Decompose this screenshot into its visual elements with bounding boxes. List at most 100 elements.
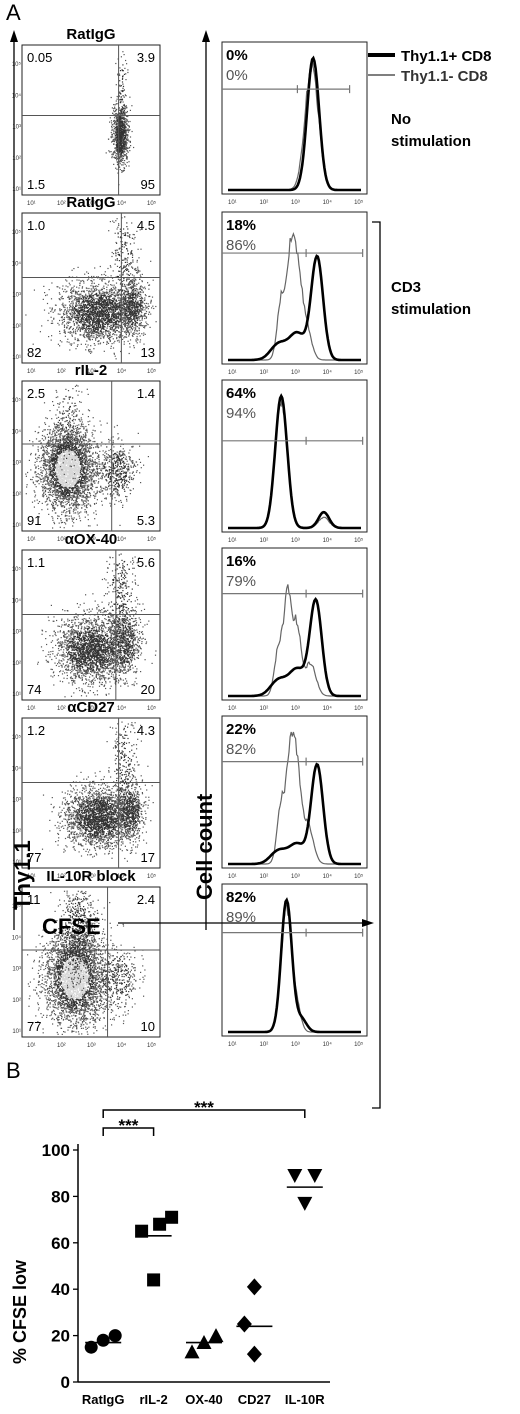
dot-point xyxy=(74,308,75,309)
dot-point xyxy=(140,292,141,293)
dot-point xyxy=(109,320,110,321)
dot-point xyxy=(110,265,111,266)
dot-point xyxy=(45,437,46,438)
dot-point xyxy=(115,264,116,265)
panel-label-b: B xyxy=(6,1058,21,1083)
dot-point xyxy=(132,336,133,337)
dot-point xyxy=(97,312,98,313)
dot-point xyxy=(85,344,86,345)
dot-point xyxy=(112,127,113,128)
dot-point xyxy=(114,299,115,300)
dot-point xyxy=(126,316,127,317)
dot-point xyxy=(120,229,121,230)
dot-point xyxy=(128,291,129,292)
dot-point xyxy=(115,296,116,297)
dot-point xyxy=(65,336,66,337)
dot-point xyxy=(124,122,125,123)
dot-point xyxy=(124,148,125,149)
dot-point xyxy=(80,321,81,322)
dot-point xyxy=(85,294,86,295)
dot-point xyxy=(117,120,118,121)
dot-point xyxy=(54,475,55,476)
dot-point xyxy=(107,341,108,342)
dot-point xyxy=(135,307,136,308)
dot-point xyxy=(128,332,129,333)
dot-point xyxy=(111,137,112,138)
dot-point xyxy=(137,339,138,340)
dot-point xyxy=(118,223,119,224)
dot-point xyxy=(122,281,123,282)
dot-point xyxy=(126,291,127,292)
dot-point xyxy=(111,141,112,142)
dot-point xyxy=(79,308,80,309)
dot-point xyxy=(115,113,116,114)
dot-point xyxy=(135,296,136,297)
dot-point xyxy=(57,323,58,324)
dot-point xyxy=(92,293,93,294)
dot-point xyxy=(123,315,124,316)
dot-point xyxy=(127,249,128,250)
dot-point xyxy=(146,325,147,326)
dot-point xyxy=(84,337,85,338)
dot-point xyxy=(50,311,51,312)
dot-point xyxy=(26,486,27,487)
dot-point xyxy=(129,237,130,238)
dot-point xyxy=(121,129,122,130)
dot-point xyxy=(95,321,96,322)
dot-point xyxy=(98,290,99,291)
dot-point xyxy=(95,329,96,330)
dot-point xyxy=(99,323,100,324)
dot-point xyxy=(91,297,92,298)
dot-point xyxy=(50,489,51,490)
dot-point xyxy=(90,328,91,329)
dot-point xyxy=(140,294,141,295)
dot-point xyxy=(64,498,65,499)
dot-point xyxy=(66,311,67,312)
dot-point xyxy=(143,287,144,288)
dot-point xyxy=(111,300,112,301)
dot-point xyxy=(82,325,83,326)
dot-point xyxy=(135,339,136,340)
dot-point xyxy=(76,279,77,280)
dot-point xyxy=(122,122,123,123)
dot-point xyxy=(111,316,112,317)
dot-point xyxy=(109,291,110,292)
dot-point xyxy=(70,306,71,307)
dot-point xyxy=(111,157,112,158)
dot-point xyxy=(90,506,91,507)
dot-point xyxy=(116,283,117,284)
dot-point xyxy=(128,293,129,294)
dot-point xyxy=(78,287,79,288)
dot-point xyxy=(125,138,126,139)
dot-point xyxy=(91,325,92,326)
dot-point xyxy=(137,301,138,302)
dot-point xyxy=(90,291,91,292)
dot-point xyxy=(92,327,93,328)
dot-point xyxy=(118,336,119,337)
dot-point xyxy=(74,323,75,324)
dot-point xyxy=(101,318,102,319)
dot-point xyxy=(65,291,66,292)
dot-point xyxy=(60,518,61,519)
dot-point xyxy=(129,297,130,298)
dot-point xyxy=(119,75,120,76)
dot-point xyxy=(80,334,81,335)
dot-point xyxy=(129,279,130,280)
dot-point xyxy=(112,298,113,299)
dot-point xyxy=(102,280,103,281)
dot-point xyxy=(146,311,147,312)
dot-point xyxy=(126,107,127,108)
dot-plot: rIL-22.5 1.491 5.310¹10¹10²10²10³10³10⁴10⁴… xyxy=(12,362,160,543)
dot-point xyxy=(133,238,134,239)
dot-point xyxy=(76,303,77,304)
dot-point xyxy=(132,295,133,296)
dot-point xyxy=(134,269,135,270)
dot-point xyxy=(125,112,126,113)
dot-point xyxy=(134,243,135,244)
dot-point xyxy=(64,327,65,328)
dot-point xyxy=(113,319,114,320)
dot-point xyxy=(106,152,107,153)
dot-point xyxy=(38,466,39,467)
dot-point xyxy=(115,255,116,256)
dot-point xyxy=(119,321,120,322)
